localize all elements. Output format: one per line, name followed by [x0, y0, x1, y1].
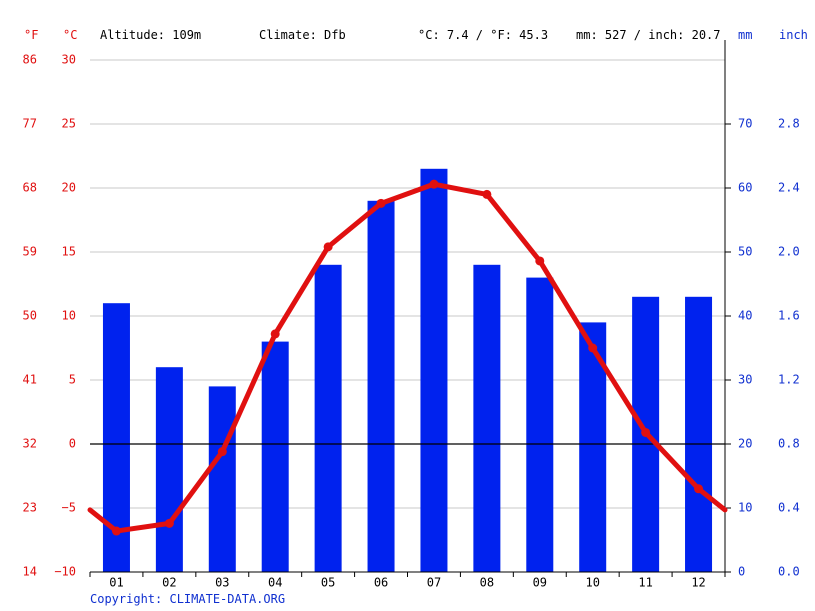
precip-bar — [685, 296, 713, 572]
mm-tick-label: 10 — [738, 501, 752, 515]
month-tick-label: 03 — [215, 576, 229, 590]
mm-unit-label: mm — [738, 28, 753, 42]
climate-label: Climate: Dfb — [259, 28, 346, 42]
fahrenheit-tick-label: 41 — [23, 373, 37, 387]
precip-bar — [208, 386, 236, 572]
month-tick-label: 07 — [427, 576, 441, 590]
month-tick-label: 01 — [109, 576, 123, 590]
month-tick-label: 02 — [162, 576, 176, 590]
temperature-point — [323, 242, 333, 252]
fahrenheit-tick-label: 23 — [23, 501, 37, 515]
fahrenheit-unit-label: °F — [24, 28, 39, 42]
celsius-tick-label: 10 — [62, 309, 76, 323]
temperature-point — [111, 526, 121, 536]
mm-tick-label: 50 — [738, 245, 752, 259]
temperature-line — [87, 181, 728, 534]
precip-bar — [367, 200, 395, 573]
month-tick-label: 04 — [268, 576, 282, 590]
fahrenheit-tick-label: 50 — [23, 309, 37, 323]
altitude-label: Altitude: 109m — [100, 28, 202, 42]
inch-tick-label: 0.4 — [778, 501, 800, 515]
mm-tick-label: 0 — [738, 565, 745, 579]
mm-tick-label: 20 — [738, 437, 752, 451]
inch-tick-label: 0.8 — [778, 437, 800, 451]
month-tick-label: 08 — [480, 576, 494, 590]
fahrenheit-tick-label: 32 — [23, 437, 37, 451]
fahrenheit-tick-label: 68 — [23, 181, 37, 195]
precip-bar — [314, 264, 342, 572]
temperature-point — [217, 447, 227, 457]
precip-bar — [261, 341, 289, 572]
inch-tick-label: 0.0 — [778, 565, 800, 579]
mm-tick-label: 60 — [738, 181, 752, 195]
inch-unit-label: inch — [779, 28, 808, 42]
precip-bar — [420, 168, 448, 573]
fahrenheit-tick-label: 59 — [23, 245, 37, 259]
month-tick-label: 10 — [585, 576, 599, 590]
month-tick-label: 12 — [691, 576, 705, 590]
fahrenheit-tick-label: 77 — [23, 117, 37, 131]
temperature-point — [694, 484, 704, 494]
celsius-unit-label: °C — [63, 28, 78, 42]
month-tick-label: 09 — [533, 576, 547, 590]
celsius-tick-label: 30 — [62, 53, 76, 67]
celsius-tick-label: 20 — [62, 181, 76, 195]
average-temperature-label: °C: 7.4 / °F: 45.3 — [418, 28, 549, 42]
precip-bar — [473, 264, 501, 572]
precip-bar — [526, 277, 554, 572]
celsius-tick-label: 0 — [69, 437, 76, 451]
temperature-point — [376, 198, 386, 208]
temperature-point — [164, 518, 174, 528]
celsius-tick-label: −10 — [54, 565, 76, 579]
inch-tick-label: 1.2 — [778, 373, 800, 387]
temperature-point — [535, 256, 545, 266]
mm-tick-label: 40 — [738, 309, 752, 323]
inch-tick-label: 2.0 — [778, 245, 800, 259]
inch-tick-label: 2.4 — [778, 181, 800, 195]
precip-bar — [155, 367, 183, 572]
celsius-tick-label: 15 — [62, 245, 76, 259]
month-tick-label: 05 — [321, 576, 335, 590]
fahrenheit-tick-label: 14 — [23, 565, 37, 579]
total-precipitation-label: mm: 527 / inch: 20.7 — [576, 28, 721, 42]
temperature-point — [429, 179, 439, 189]
mm-tick-label: 30 — [738, 373, 752, 387]
copyright-link[interactable]: Copyright: CLIMATE-DATA.ORG — [90, 592, 286, 606]
fahrenheit-tick-label: 86 — [23, 53, 37, 67]
temperature-point — [588, 343, 598, 353]
temperature-point — [641, 427, 651, 437]
celsius-tick-label: 25 — [62, 117, 76, 131]
inch-tick-label: 2.8 — [778, 117, 800, 131]
month-tick-label: 06 — [374, 576, 388, 590]
inch-tick-label: 1.6 — [778, 309, 800, 323]
month-tick-label: 11 — [638, 576, 652, 590]
celsius-tick-label: −5 — [62, 501, 76, 515]
temperature-point — [270, 329, 280, 339]
celsius-tick-label: 5 — [69, 373, 76, 387]
temperature-point — [482, 189, 492, 199]
mm-tick-label: 70 — [738, 117, 752, 131]
